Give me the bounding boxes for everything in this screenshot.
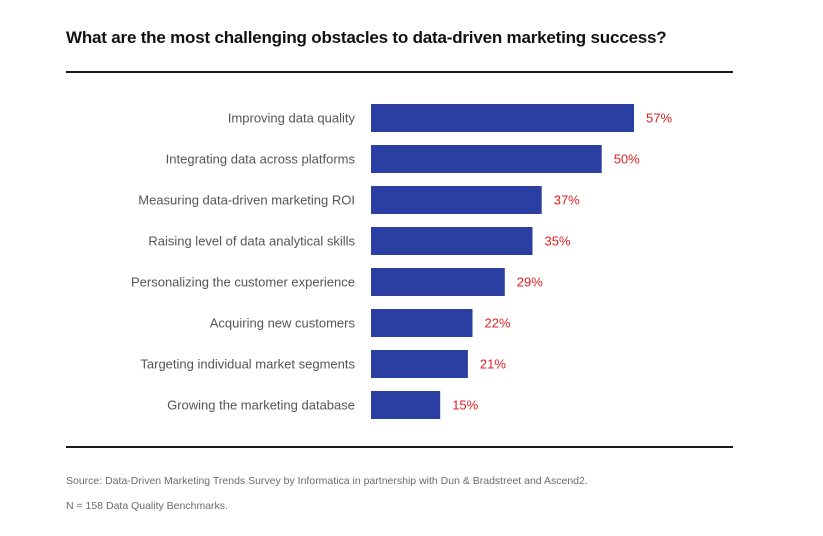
- top-divider: [66, 71, 733, 73]
- category-label: Integrating data across platforms: [166, 152, 356, 167]
- bar: [371, 391, 441, 419]
- category-label: Personalizing the customer experience: [131, 275, 355, 290]
- bar: [371, 104, 634, 132]
- category-label: Raising level of data analytical skills: [148, 234, 355, 249]
- value-label: 15%: [452, 398, 478, 413]
- bar: [371, 145, 602, 173]
- value-label: 22%: [485, 316, 511, 331]
- category-label: Targeting individual market segments: [140, 357, 355, 372]
- bar: [371, 186, 542, 214]
- source-note: Source: Data-Driven Marketing Trends Sur…: [66, 475, 588, 487]
- value-label: 37%: [554, 193, 580, 208]
- category-label: Growing the marketing database: [167, 398, 355, 413]
- value-label: 35%: [544, 234, 570, 249]
- category-label: Acquiring new customers: [210, 316, 356, 331]
- bar: [371, 268, 505, 296]
- chart-title: What are the most challenging obstacles …: [66, 28, 667, 47]
- bar: [371, 309, 473, 337]
- value-label: 29%: [517, 275, 543, 290]
- value-label: 57%: [646, 111, 672, 126]
- bar: [371, 227, 533, 255]
- bottom-divider: [66, 446, 733, 448]
- category-label: Measuring data-driven marketing ROI: [138, 193, 355, 208]
- bar: [371, 350, 468, 378]
- sample-size-note: N = 158 Data Quality Benchmarks.: [66, 500, 228, 512]
- value-label: 21%: [480, 357, 506, 372]
- category-label: Improving data quality: [228, 111, 356, 126]
- value-label: 50%: [614, 152, 640, 167]
